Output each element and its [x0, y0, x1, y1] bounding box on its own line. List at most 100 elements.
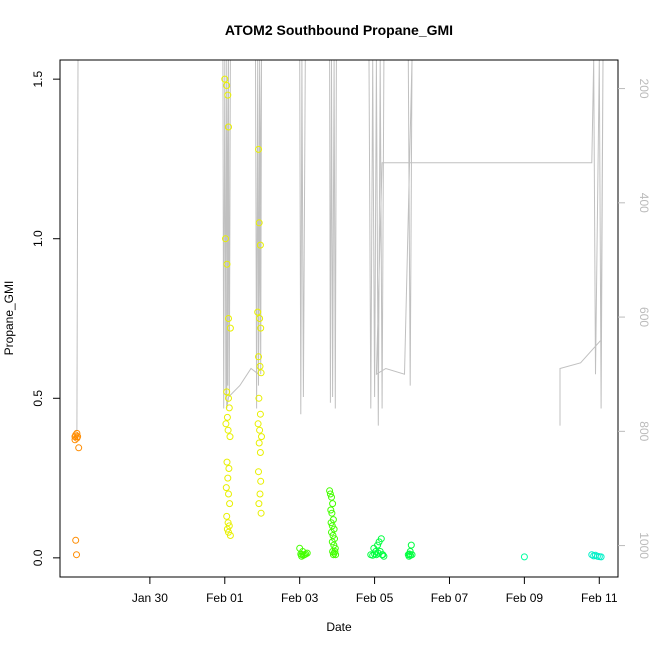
data-point [327, 506, 335, 514]
data-point [328, 509, 336, 517]
chart-title: ATOM2 Southbound Propane_GMI [225, 22, 453, 38]
data-point [224, 474, 232, 482]
data-point [331, 548, 339, 555]
axes-layer: Jan 30 Feb 01 Feb 03 Feb 05 Feb 07 Feb 09 Feb … [31, 70, 650, 605]
data-point [255, 500, 263, 508]
data-point [375, 538, 383, 546]
data-point [225, 404, 233, 412]
y2-tick-label: 1000 [637, 532, 650, 559]
data-point [75, 444, 83, 452]
x-tick-label: Feb 03 [281, 591, 319, 605]
data-point [225, 315, 232, 322]
data-point [255, 439, 263, 447]
pressure-trace-layer [76, 59, 604, 432]
data-point [405, 552, 413, 560]
data-point [256, 241, 264, 249]
plot-frame [59, 59, 619, 578]
x-axis-label: Date [326, 620, 352, 634]
pressure-trace-line [76, 59, 604, 432]
data-point [327, 519, 335, 527]
data-point [329, 551, 337, 559]
y-tick-label: 1.5 [31, 70, 45, 87]
data-point [328, 493, 335, 501]
x-tick-label: Feb 01 [206, 591, 244, 605]
x-tick-label: Feb 05 [356, 591, 394, 605]
data-point [73, 429, 81, 437]
data-point [256, 315, 264, 322]
data-point [222, 484, 230, 492]
data-point [256, 362, 264, 370]
data-point [257, 369, 265, 377]
data-point [223, 525, 231, 533]
data-point [257, 324, 265, 332]
data-point [328, 528, 335, 536]
y-tick-label: 0.0 [31, 549, 45, 566]
data-point [255, 468, 262, 476]
y-axis-label: Propane_GMI [2, 281, 16, 356]
data-point [72, 431, 80, 439]
data-point [407, 541, 415, 549]
data-point [225, 490, 232, 498]
data-point [258, 433, 265, 441]
data-point [298, 552, 306, 560]
data-point [332, 551, 340, 559]
data-point [255, 394, 263, 402]
data-point [222, 235, 229, 243]
data-point [520, 553, 528, 561]
data-point [254, 420, 262, 428]
data-point [73, 551, 80, 559]
data-point [329, 500, 337, 508]
data-point [72, 536, 80, 544]
data-point [226, 500, 234, 508]
data-point [223, 512, 231, 520]
data-point [74, 433, 82, 441]
data-point [374, 541, 382, 549]
y2-tick-label: 800 [637, 421, 650, 441]
data-point [223, 413, 231, 421]
data-point [225, 465, 233, 472]
data-point [255, 219, 263, 227]
data-point [255, 353, 262, 361]
data-point [303, 549, 311, 557]
data-point [221, 75, 229, 83]
data-point [226, 324, 234, 332]
data-point [257, 509, 265, 517]
data-point [330, 541, 338, 549]
data-point [226, 532, 234, 539]
y2-tick-label: 200 [637, 79, 650, 99]
data-point [256, 410, 264, 418]
data-point [226, 433, 234, 441]
data-point [223, 458, 231, 466]
data-point [224, 91, 232, 99]
data-point [326, 490, 334, 498]
data-point [328, 538, 336, 546]
data-point [222, 420, 230, 428]
data-point [254, 308, 262, 316]
data-point [379, 551, 387, 559]
y2-tick-label: 400 [637, 193, 650, 213]
data-point [256, 426, 264, 434]
data-point [255, 145, 262, 153]
data-point [299, 548, 307, 555]
x-tick-label: Jan 30 [132, 591, 168, 605]
data-point [256, 490, 264, 498]
y-tick-label: 1.0 [31, 230, 45, 247]
data-point [223, 82, 231, 89]
points-layer [71, 75, 605, 561]
data-point [406, 548, 414, 555]
y-tick-label: 0.5 [31, 390, 45, 407]
data-point [326, 487, 334, 495]
data-point [257, 477, 265, 485]
data-point [224, 426, 232, 434]
data-point [223, 260, 231, 268]
data-point [372, 548, 380, 555]
data-point [223, 388, 231, 396]
y2-tick-label: 600 [637, 307, 650, 327]
data-point [225, 394, 232, 402]
data-point [597, 553, 605, 561]
data-point [256, 449, 264, 456]
data-point [380, 552, 388, 560]
x-tick-label: Feb 11 [581, 591, 618, 605]
